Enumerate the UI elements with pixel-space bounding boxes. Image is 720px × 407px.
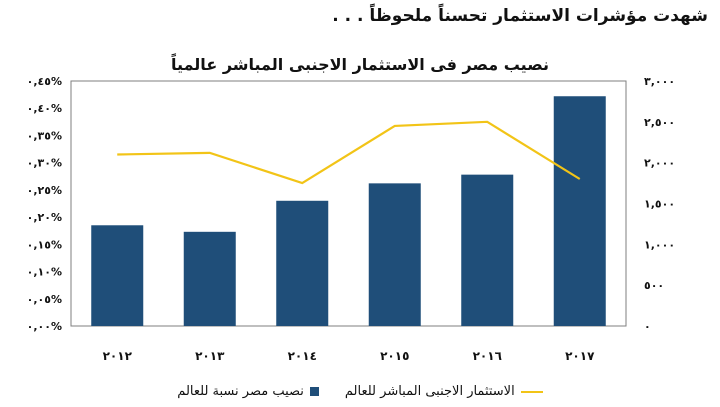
line-series — [117, 120, 581, 185]
right-tick-label: ١,٥٠٠ — [644, 198, 675, 211]
bar-0 — [91, 225, 144, 326]
bar-2 — [276, 200, 329, 326]
left-tick-label: ٠,٠٠% — [27, 320, 62, 333]
bar-5 — [553, 96, 606, 326]
x-tick-label: ٢٠١٣ — [195, 349, 225, 363]
right-tick-label: ٣,٠٠٠ — [644, 75, 675, 88]
left-tick-label: ٠,٣٥% — [27, 129, 62, 142]
x-tick-label: ٢٠١٥ — [380, 349, 409, 363]
bar-3 — [368, 183, 421, 326]
legend-line-label: الاستثمار الاجنبى المباشر للعالم — [344, 384, 515, 399]
plot-frame — [70, 80, 627, 327]
left-tick-label: ٠,٢٠% — [27, 211, 62, 224]
right-tick-label: ١,٠٠٠ — [644, 238, 675, 251]
x-tick-label: ٢٠١٧ — [565, 349, 595, 363]
chart-legend: الاستثمار الاجنبى المباشر للعالم نصيب مص… — [0, 384, 720, 399]
left-tick-label: ٠,٤٠% — [27, 102, 62, 115]
right-tick-label: ٢,٠٠٠ — [644, 157, 675, 170]
bar-4 — [461, 174, 514, 326]
page-heading: شهدت مؤشرات الاستثمار تحسناً ملحوظاً . .… — [332, 6, 708, 26]
right-tick-label: ٥٠٠ — [644, 279, 664, 292]
left-tick-label: ٠,٣٠% — [27, 157, 62, 170]
chart-title: نصيب مصر فى الاستثمار الاجنبى المباشر عا… — [171, 55, 549, 74]
legend-item-bar: نصيب مصر نسبة للعالم — [177, 384, 319, 399]
legend-item-line: الاستثمار الاجنبى المباشر للعالم — [345, 384, 543, 399]
left-tick-label: ٠,٢٥% — [27, 184, 62, 197]
right-tick-label: ٢,٥٠٠ — [644, 116, 675, 129]
bar-1 — [183, 231, 236, 326]
legend-bar-label: نصيب مصر نسبة للعالم — [177, 384, 304, 399]
left-tick-label: ٠,١٥% — [27, 238, 62, 251]
right-tick-label: ٠ — [644, 320, 651, 333]
x-tick-label: ٢٠١٦ — [473, 349, 502, 363]
left-tick-label: ٠,١٠% — [27, 266, 62, 279]
legend-line-swatch — [520, 390, 543, 393]
left-tick-label: ٠,٠٥% — [27, 293, 62, 306]
legend-bar-swatch — [309, 387, 319, 396]
x-tick-label: ٢٠١٢ — [103, 349, 133, 363]
left-tick-label: ٠,٤٥% — [27, 75, 62, 88]
x-tick-label: ٢٠١٤ — [288, 349, 317, 363]
